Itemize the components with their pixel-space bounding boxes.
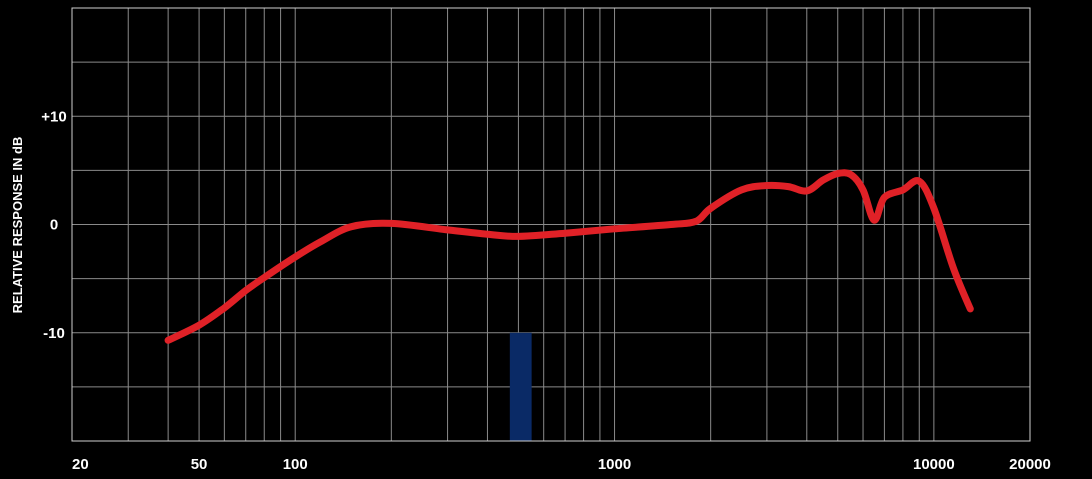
y-tick-labels: +10 0 -10 xyxy=(41,108,66,342)
response-curve xyxy=(164,169,974,344)
x-tick-label: 10000 xyxy=(913,456,955,473)
y-axis-label: RELATIVE RESPONSE IN dB xyxy=(10,137,25,314)
series-layer xyxy=(164,169,974,344)
x-tick-label: 20 xyxy=(72,456,89,473)
plot-frame xyxy=(71,7,1031,442)
y-tick-label: -10 xyxy=(43,325,65,342)
x-tick-labels: 20 50 100 1000 10000 20000 xyxy=(72,456,1051,473)
highlight-band xyxy=(509,332,532,441)
y-tick-label: 0 xyxy=(50,217,58,234)
x-tick-label: 1000 xyxy=(598,456,631,473)
highlight-band-layer xyxy=(509,332,532,441)
x-tick-label: 50 xyxy=(191,456,208,473)
x-tick-label: 20000 xyxy=(1009,456,1051,473)
grid xyxy=(72,8,1030,441)
x-tick-label: 100 xyxy=(283,456,308,473)
y-tick-label: +10 xyxy=(41,108,66,125)
